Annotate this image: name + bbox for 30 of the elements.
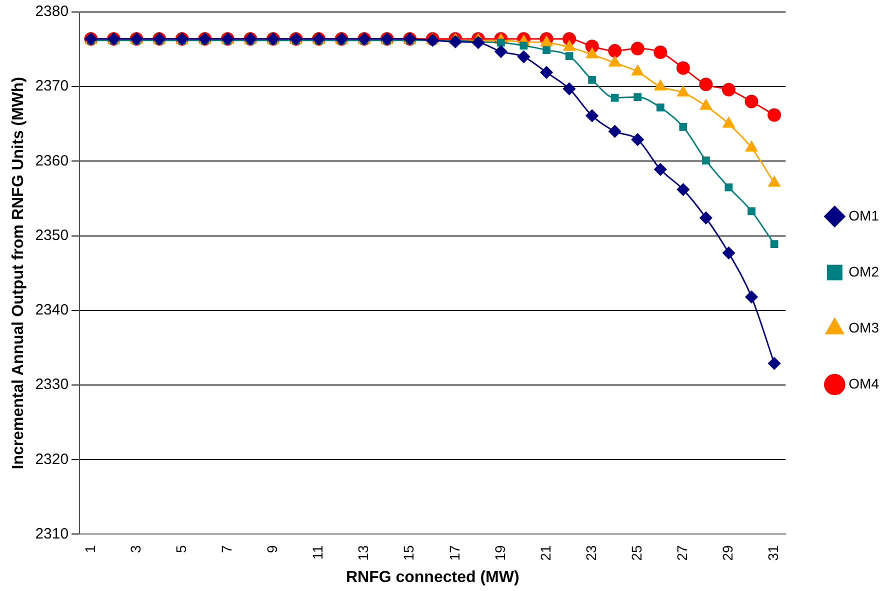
x-tick-label: 3	[127, 545, 144, 554]
x-tick-label: 1	[82, 545, 98, 554]
y-tick-label: 2320	[35, 450, 69, 468]
legend-label: OM2	[848, 263, 880, 280]
x-tick-label: 21	[537, 545, 554, 561]
y-axis-title: Incremental Annual Output from RNFG Units (MWh)	[10, 76, 28, 470]
x-tick-label: 25	[628, 545, 644, 561]
y-tick-label: 2340	[35, 302, 69, 319]
x-tick-label: 9	[264, 545, 280, 554]
x-tick-label: 5	[172, 545, 189, 554]
x-tick-label: 17	[446, 545, 462, 561]
legend-label: OM1	[848, 207, 880, 224]
x-tick-label: 15	[400, 545, 417, 561]
y-tick-label: 2370	[35, 78, 69, 95]
x-tick-label: 7	[218, 545, 234, 554]
x-tick-label: 11	[310, 545, 326, 560]
x-tick-label: 23	[582, 545, 599, 561]
x-tick-label: 31	[765, 545, 782, 561]
y-tick-label: 2330	[35, 376, 69, 394]
x-tick-label: 19	[492, 545, 508, 561]
x-tick-label: 27	[674, 545, 690, 561]
legend-label: OM4	[848, 375, 880, 392]
y-tick-label: 2350	[35, 226, 69, 244]
y-tick-label: 2360	[35, 152, 69, 170]
x-tick-label: 13	[355, 545, 372, 561]
x-axis-title: RNFG connected (MW)	[346, 568, 520, 586]
x-tick-label: 29	[720, 545, 736, 561]
legend-label: OM3	[848, 319, 880, 336]
y-tick-label: 2380	[35, 3, 69, 20]
y-tick-label: 2310	[35, 525, 69, 542]
